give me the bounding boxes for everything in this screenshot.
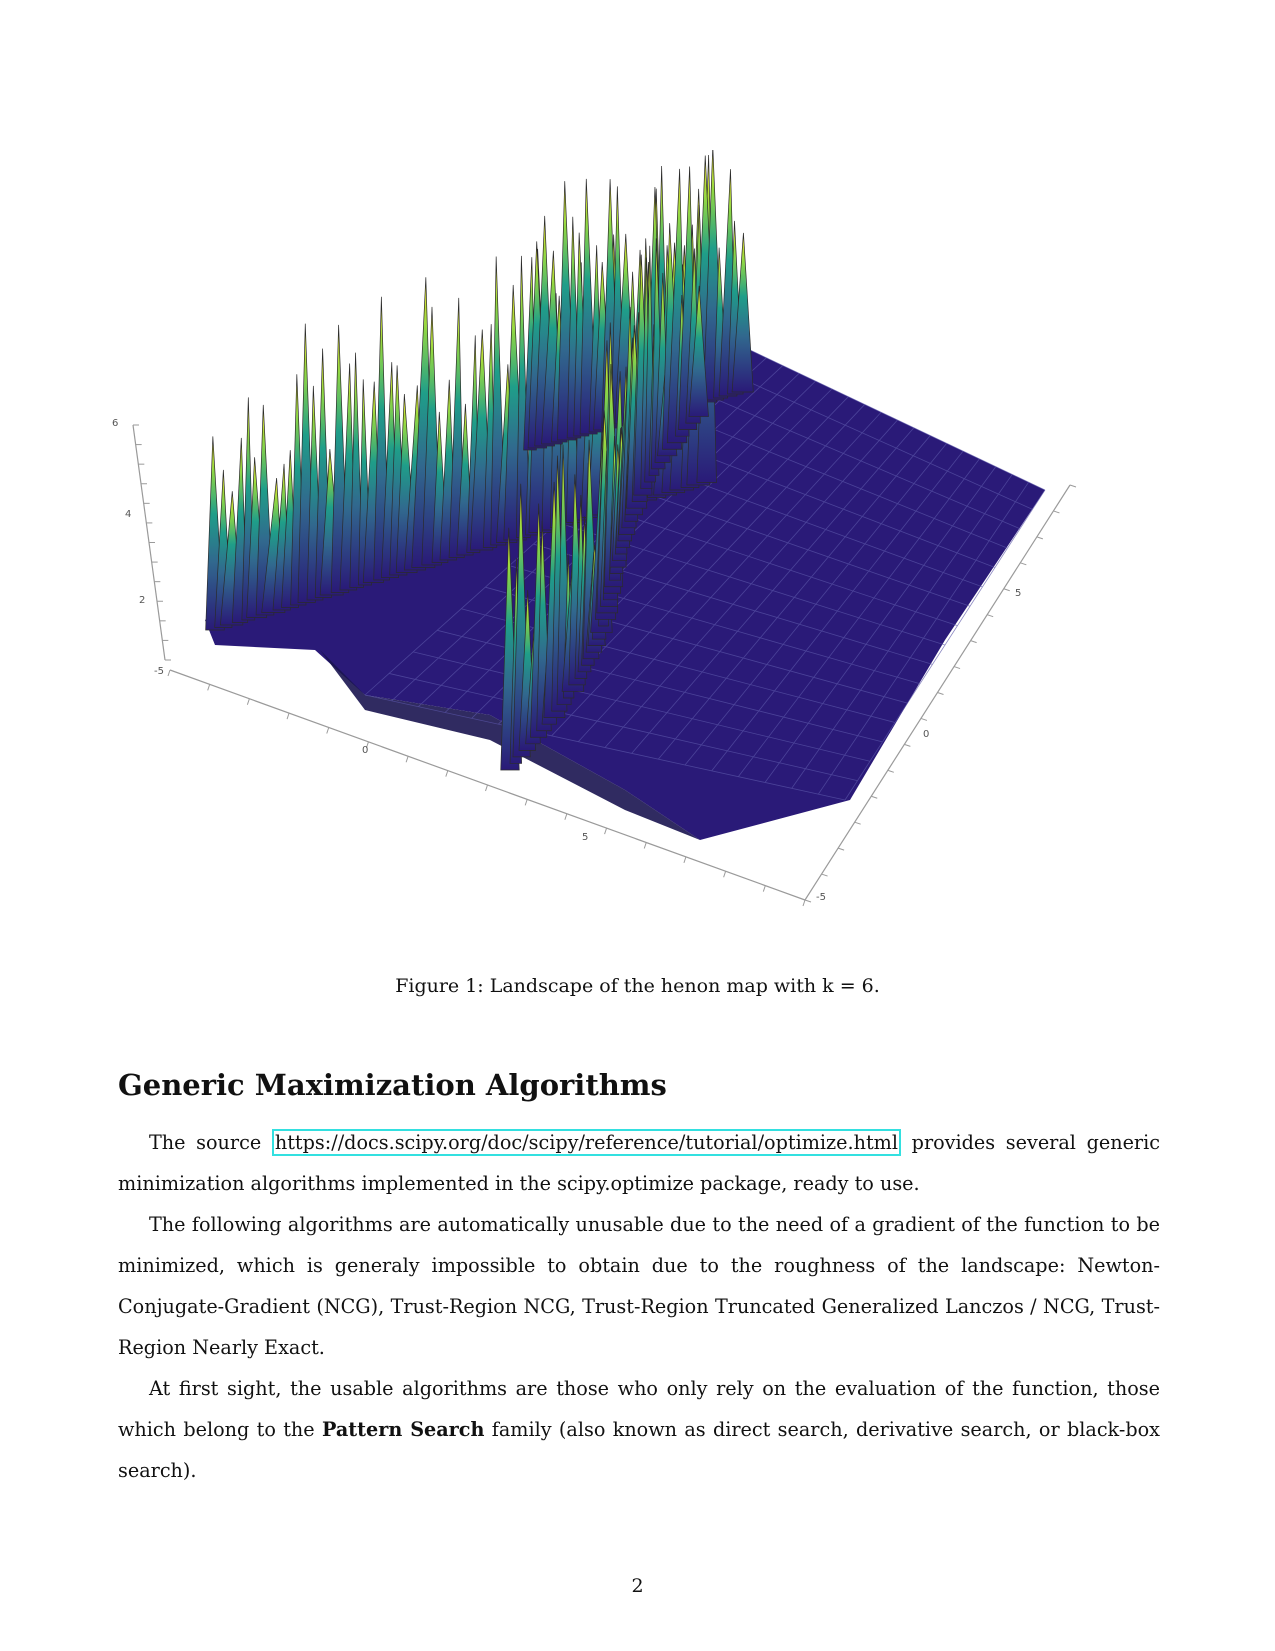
paragraph-1-start: The source xyxy=(149,1131,272,1154)
scipy-optimize-link[interactable]: https://docs.scipy.org/doc/scipy/referen… xyxy=(271,1129,902,1156)
y-tick-label: 0 xyxy=(923,729,929,740)
page-number: 2 xyxy=(631,1575,644,1597)
paragraph-3-start: At first sight, the usable algorithms ar… xyxy=(118,1377,1160,1441)
surface-spikes xyxy=(205,146,754,771)
y-tick-label: -5 xyxy=(816,892,826,903)
figure-caption: Figure 1: Landscape of the henon map wit… xyxy=(395,975,880,997)
z-tick-label: 4 xyxy=(125,509,131,520)
surface-plot: 6 4 2 -5 0 5 5 0 -5 xyxy=(112,146,1077,907)
paragraph-1-end: provides several generic minimization al… xyxy=(118,1131,1160,1195)
henon-landscape-figure: 6 4 2 -5 0 5 5 0 -5 xyxy=(90,146,1190,950)
body-text: The source https://docs.scipy.org/doc/sc… xyxy=(118,1122,1160,1491)
z-tick-label: 6 xyxy=(112,418,118,429)
paragraph-1: The source https://docs.scipy.org/doc/sc… xyxy=(118,1122,1160,1204)
x-tick-label: 0 xyxy=(362,745,368,756)
section-title: Generic Maximization Algorithms xyxy=(118,1068,667,1102)
paragraph-3: At first sight, the usable algorithms ar… xyxy=(118,1368,1160,1491)
z-tick-label: 2 xyxy=(139,595,145,606)
paragraph-3-end: family (also known as direct search, der… xyxy=(118,1418,1160,1482)
x-tick-label: -5 xyxy=(154,666,164,677)
x-tick-label: 5 xyxy=(582,832,588,843)
paragraph-2: The following algorithms are automatical… xyxy=(118,1213,1160,1359)
pattern-search-term: Pattern Search xyxy=(321,1418,485,1441)
y-tick-label: 5 xyxy=(1015,588,1021,599)
